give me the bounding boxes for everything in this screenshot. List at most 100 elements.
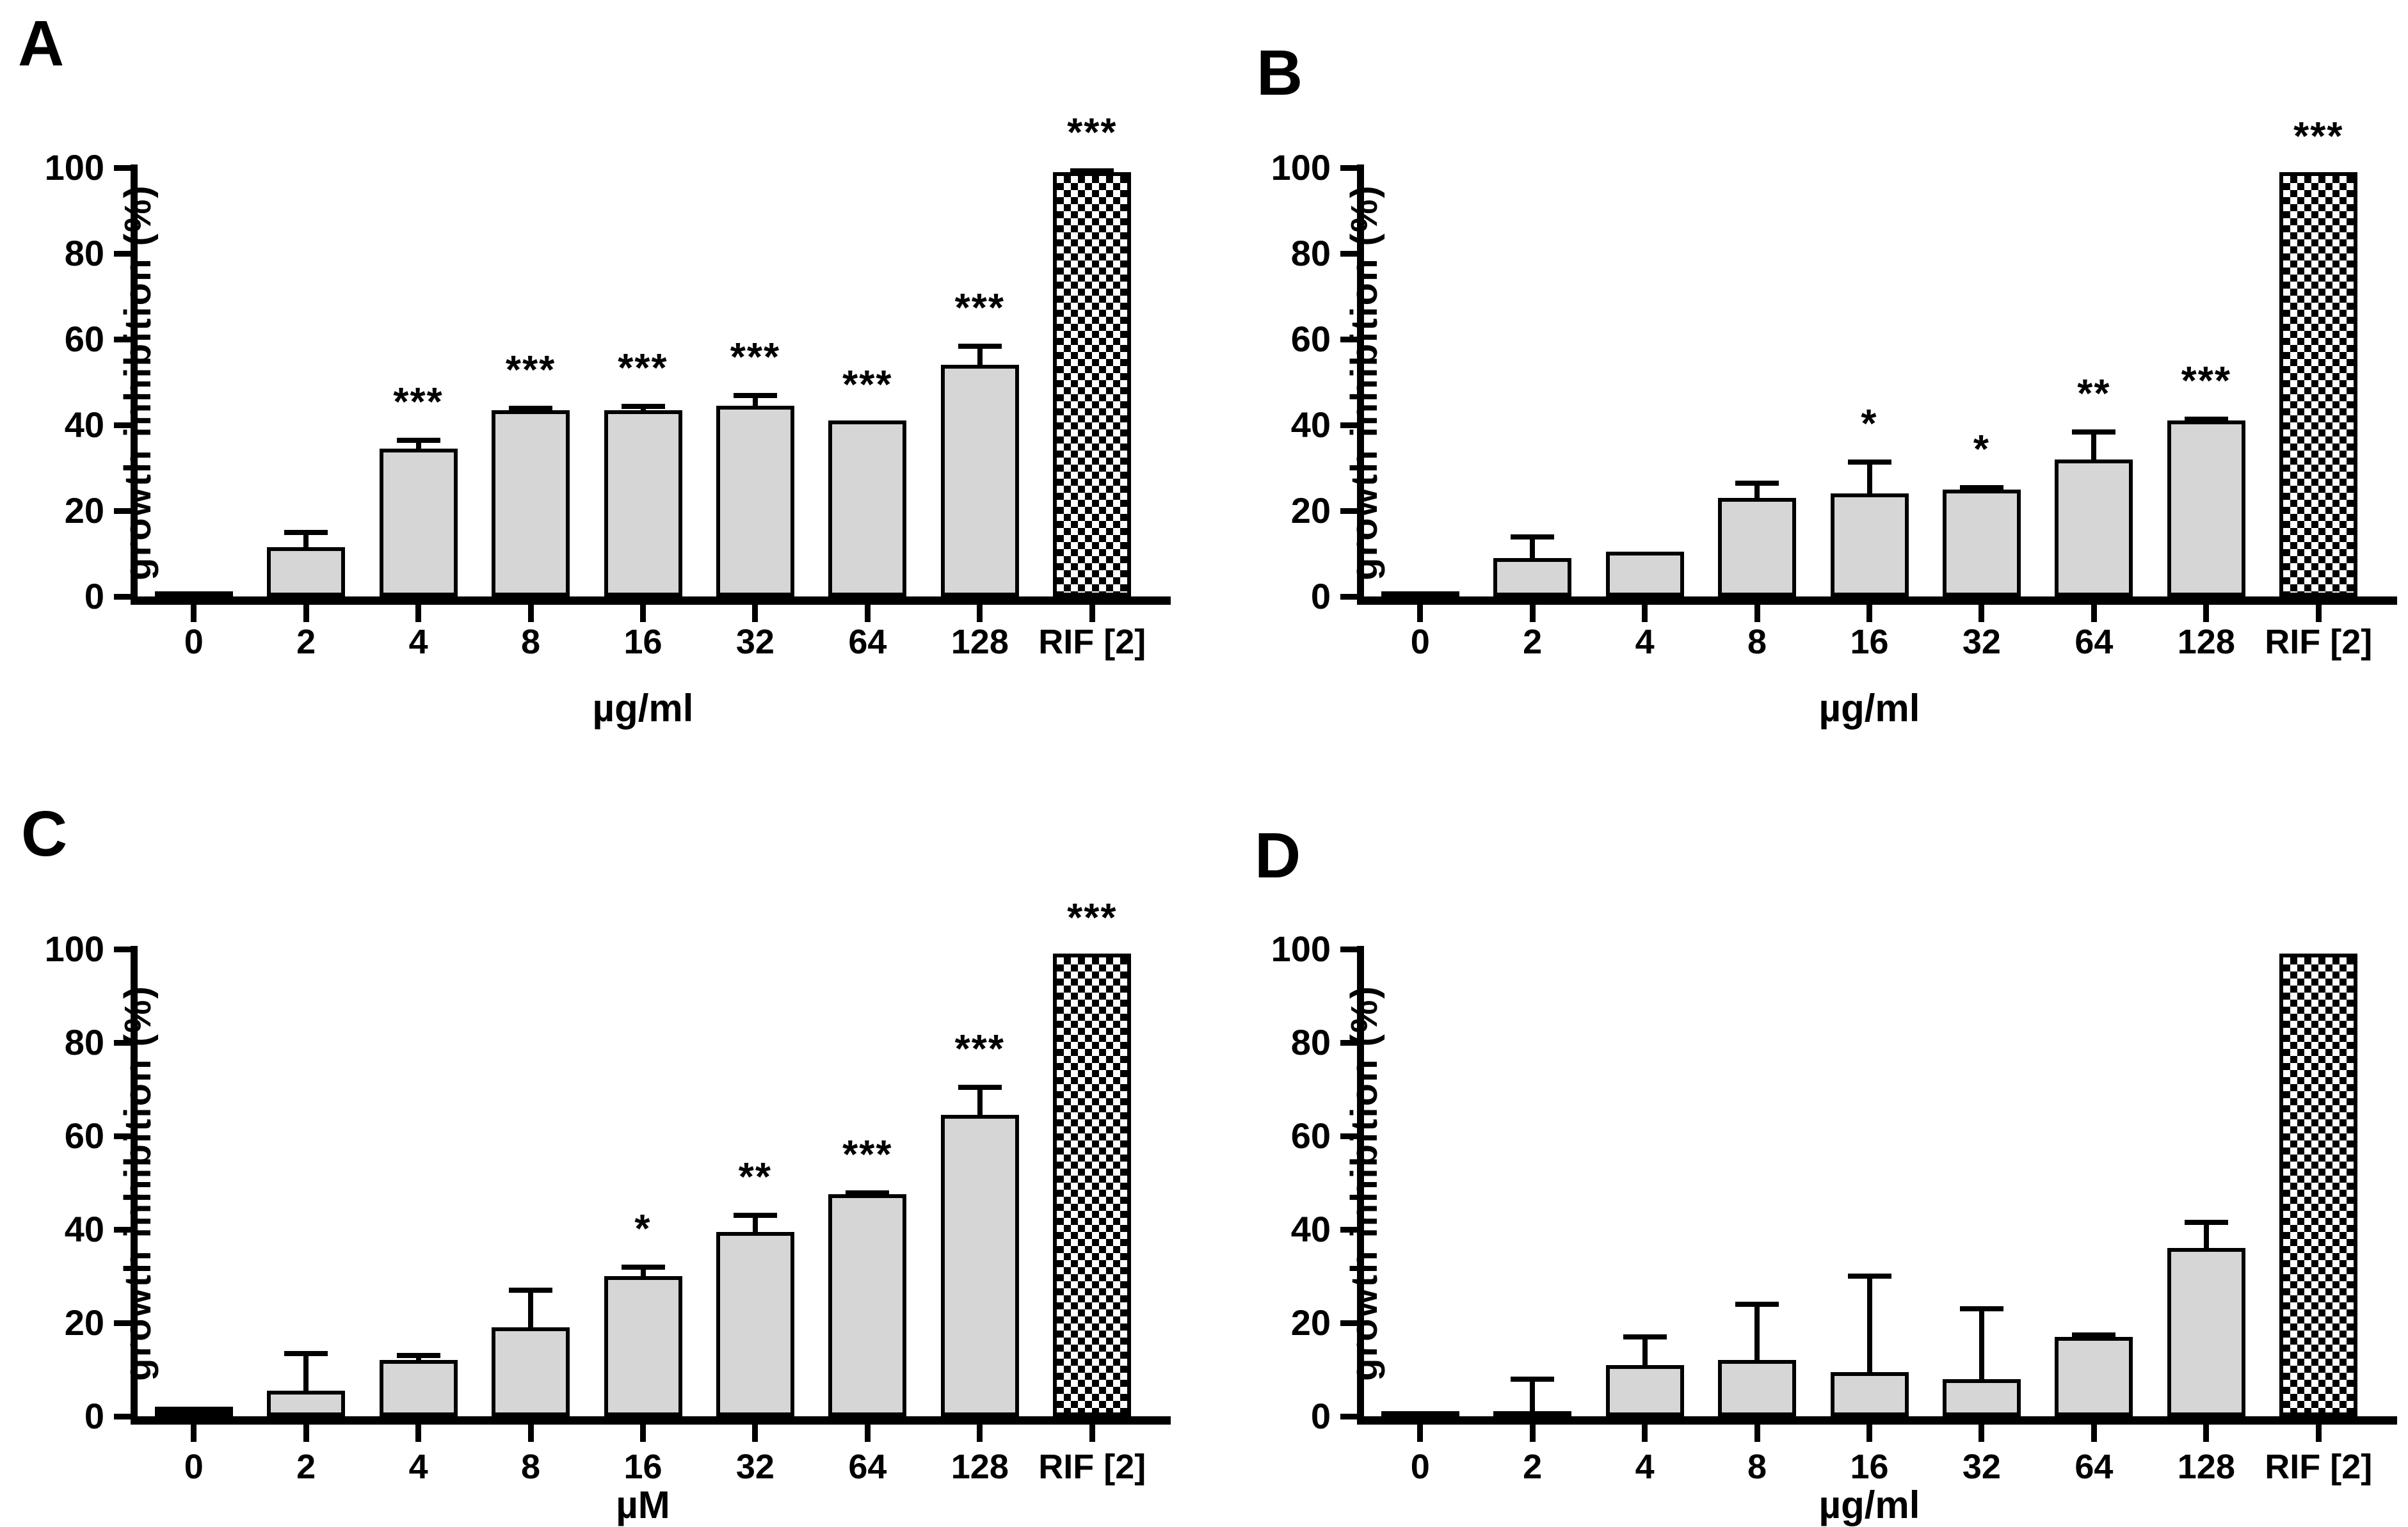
x-tick-mark — [191, 605, 197, 622]
y-tick-label: 100 — [44, 147, 104, 188]
bar-8 — [492, 410, 570, 596]
bar-16 — [604, 1276, 682, 1416]
y-tick-label: 100 — [44, 929, 104, 969]
significance-stars: ** — [2077, 371, 2111, 416]
error-bar-cap — [733, 392, 777, 398]
x-tick-label: 128 — [951, 623, 1009, 661]
x-axis-line — [131, 1416, 1171, 1425]
bar-0 — [154, 1407, 233, 1416]
error-bar-cap — [958, 343, 1002, 349]
x-tick-mark — [864, 1425, 871, 1442]
x-tick-label: 32 — [1962, 623, 2001, 661]
y-tick-label: 20 — [64, 490, 104, 531]
y-tick-mark — [1340, 1226, 1357, 1233]
panel-letter-B: B — [1256, 37, 1303, 109]
error-bar-line — [2091, 429, 2097, 460]
x-tick-mark — [864, 605, 871, 622]
x-axis-title: µg/ml — [592, 687, 694, 730]
x-tick-mark — [1979, 605, 1985, 622]
significance-stars: *** — [2181, 358, 2232, 403]
x-tick-mark — [1529, 1425, 1536, 1442]
bar-8 — [1718, 1360, 1797, 1416]
x-tick-mark — [1866, 1425, 1872, 1442]
error-bar-line — [2203, 1220, 2209, 1249]
error-bar-line — [1530, 534, 1536, 558]
error-bar-line — [977, 1084, 983, 1115]
x-tick-label: 2 — [1523, 1448, 1543, 1486]
bar-0 — [1381, 591, 1459, 599]
bar-RIF-2- — [2279, 954, 2358, 1416]
significance-stars: * — [1861, 401, 1878, 446]
bar-64 — [828, 420, 907, 596]
x-tick-mark — [1642, 605, 1648, 622]
y-tick-label: 60 — [64, 319, 104, 359]
x-tick-label: 64 — [2075, 1448, 2114, 1486]
error-bar-cap — [1735, 1302, 1779, 1307]
x-tick-mark — [191, 1425, 197, 1442]
x-tick-label: 64 — [848, 1448, 887, 1486]
x-tick-label: 128 — [2177, 623, 2235, 661]
y-tick-label: 100 — [1271, 929, 1331, 969]
y-tick-mark — [1340, 250, 1357, 257]
plot-area-B: growth inhibition (%) µg/ml 0 20 40 60 80 100… — [1271, 116, 2397, 730]
error-bar-line — [752, 1213, 758, 1232]
bar-4 — [1605, 551, 1684, 596]
bar-2 — [267, 547, 346, 596]
error-bar-cap — [1511, 534, 1555, 540]
x-tick-label: 32 — [735, 623, 775, 661]
y-tick-label: 80 — [1290, 233, 1331, 273]
x-axis-title: µg/ml — [1818, 1483, 1920, 1526]
x-tick-label: 0 — [1410, 623, 1430, 661]
y-tick-mark — [114, 508, 131, 514]
y-tick-mark — [1340, 593, 1357, 600]
bar-64 — [2055, 459, 2133, 596]
x-tick-mark — [1089, 1425, 1095, 1442]
significance-stars: ** — [738, 1155, 773, 1200]
x-tick-label: 4 — [1635, 623, 1655, 661]
y-tick-mark — [114, 1226, 131, 1233]
error-bar-cap — [2184, 1220, 2228, 1226]
error-bar-line — [415, 438, 421, 449]
error-bar-line — [1530, 1376, 1536, 1412]
bar-16 — [604, 410, 682, 596]
x-tick-mark — [2091, 1425, 2097, 1442]
y-axis-line — [1357, 164, 1364, 596]
bar-32 — [1942, 489, 2021, 596]
y-tick-mark — [1340, 946, 1357, 952]
x-tick-mark — [2091, 605, 2097, 622]
y-tick-label: 40 — [64, 404, 104, 445]
error-bar-cap — [1623, 1334, 1667, 1340]
significance-stars: *** — [393, 380, 444, 425]
x-tick-label: RIF [2] — [1038, 1448, 1146, 1486]
y-tick-mark — [114, 422, 131, 428]
error-bar-line — [752, 392, 758, 406]
x-tick-mark — [640, 605, 646, 622]
error-bar-cap — [1511, 1376, 1555, 1382]
y-tick-label: 0 — [1310, 576, 1331, 616]
bar-16 — [1830, 1371, 1909, 1416]
y-tick-mark — [114, 1320, 131, 1326]
error-bar-cap — [284, 1350, 328, 1356]
y-tick-mark — [114, 1039, 131, 1046]
error-bar-cap — [2184, 416, 2228, 422]
x-tick-label: 32 — [1962, 1448, 2001, 1486]
significance-stars: *** — [954, 285, 1006, 330]
y-tick-label: 80 — [64, 1022, 104, 1062]
bar-128 — [940, 1115, 1019, 1416]
panel-letter-D: D — [1255, 820, 1301, 891]
error-bar-cap — [1847, 459, 1891, 465]
y-tick-mark — [1340, 336, 1357, 342]
y-tick-mark — [114, 946, 131, 952]
y-tick-label: 60 — [64, 1115, 104, 1156]
x-tick-label: 8 — [521, 623, 541, 661]
x-tick-label: 0 — [1410, 1448, 1430, 1486]
x-tick-label: 0 — [184, 623, 204, 661]
y-tick-label: 40 — [1290, 404, 1331, 445]
bar-0 — [154, 591, 233, 599]
error-bar-cap — [396, 438, 440, 444]
error-bar-cap — [733, 1213, 777, 1219]
panel-letter-C: C — [21, 798, 68, 870]
x-axis-line — [1357, 1416, 2397, 1425]
bar-8 — [492, 1327, 570, 1416]
bar-128 — [940, 365, 1019, 596]
